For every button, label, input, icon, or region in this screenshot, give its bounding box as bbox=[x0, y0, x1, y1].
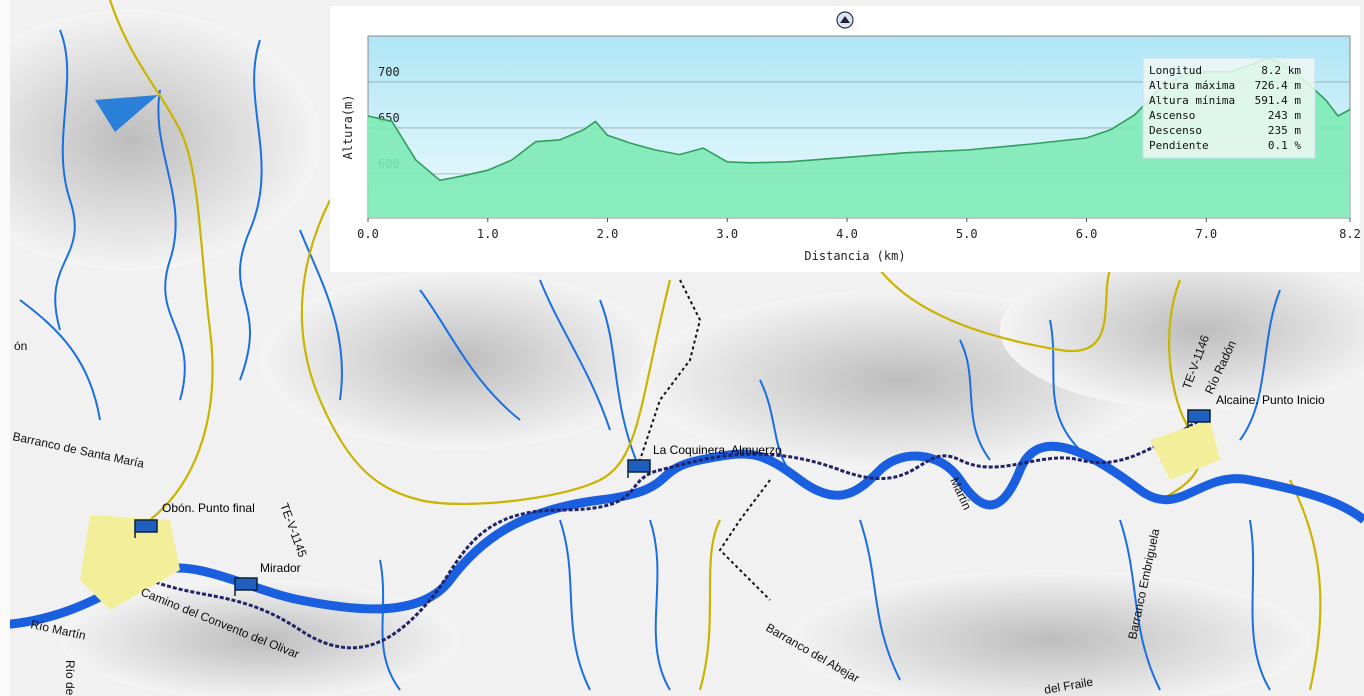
x-axis-label: Distancia (km) bbox=[804, 249, 905, 263]
x-tick-label: 3.0 bbox=[716, 227, 738, 241]
info-label: Altura mínima bbox=[1149, 94, 1235, 107]
waypoint-flags bbox=[134, 409, 1211, 596]
position-marker bbox=[95, 95, 158, 132]
poi-label[interactable]: La Coquinera. Almuerzo bbox=[653, 443, 782, 457]
map-edge bbox=[0, 0, 10, 696]
info-box bbox=[1142, 57, 1316, 159]
x-tick-label: 1.0 bbox=[477, 227, 499, 241]
info-label: Longitud bbox=[1149, 64, 1202, 77]
x-tick-label: 5.0 bbox=[956, 227, 978, 241]
roads bbox=[108, 0, 1322, 691]
info-label: Pendiente bbox=[1149, 139, 1209, 152]
map-label: Río de bbox=[63, 660, 77, 696]
info-value: 243 m bbox=[1268, 109, 1301, 122]
route-track bbox=[149, 418, 1201, 650]
info-value: 591.4 m bbox=[1255, 94, 1302, 107]
town-alcaine bbox=[1150, 420, 1220, 480]
y-axis-label: Altura(m) bbox=[341, 94, 355, 159]
river-martin bbox=[0, 441, 1364, 630]
poi-label[interactable]: Obón. Punto final bbox=[162, 501, 255, 515]
x-tick-label: 8.2 bbox=[1339, 227, 1361, 241]
info-value: 235 m bbox=[1268, 124, 1301, 137]
poi-label[interactable]: Mirador bbox=[260, 561, 301, 575]
poi-label[interactable]: Alcaine. Punto Inicio bbox=[1216, 393, 1325, 407]
info-value: 726.4 m bbox=[1255, 79, 1302, 92]
info-value: 8.2 km bbox=[1261, 64, 1301, 77]
elevation-profile: Altura(m) Distancia (km) 6006507000.01.0… bbox=[330, 6, 1361, 272]
x-tick-label: 2.0 bbox=[597, 227, 619, 241]
x-tick-label: 6.0 bbox=[1076, 227, 1098, 241]
info-label: Ascenso bbox=[1149, 109, 1195, 122]
terrain-shading bbox=[0, 10, 1364, 696]
x-tick-label: 7.0 bbox=[1195, 227, 1217, 241]
info-label: Altura máxima bbox=[1149, 79, 1235, 92]
info-value: 0.1 % bbox=[1268, 139, 1301, 152]
collapse-icon bbox=[840, 16, 850, 23]
x-tick-label: 4.0 bbox=[836, 227, 858, 241]
y-tick-label: 700 bbox=[378, 65, 400, 79]
x-tick-label: 0.0 bbox=[357, 227, 379, 241]
elevation-area bbox=[368, 58, 1350, 218]
town-obon bbox=[80, 515, 180, 610]
map-label: ón bbox=[14, 339, 27, 353]
side-track bbox=[718, 479, 771, 601]
info-label: Descenso bbox=[1149, 124, 1202, 137]
side-track bbox=[639, 279, 702, 461]
